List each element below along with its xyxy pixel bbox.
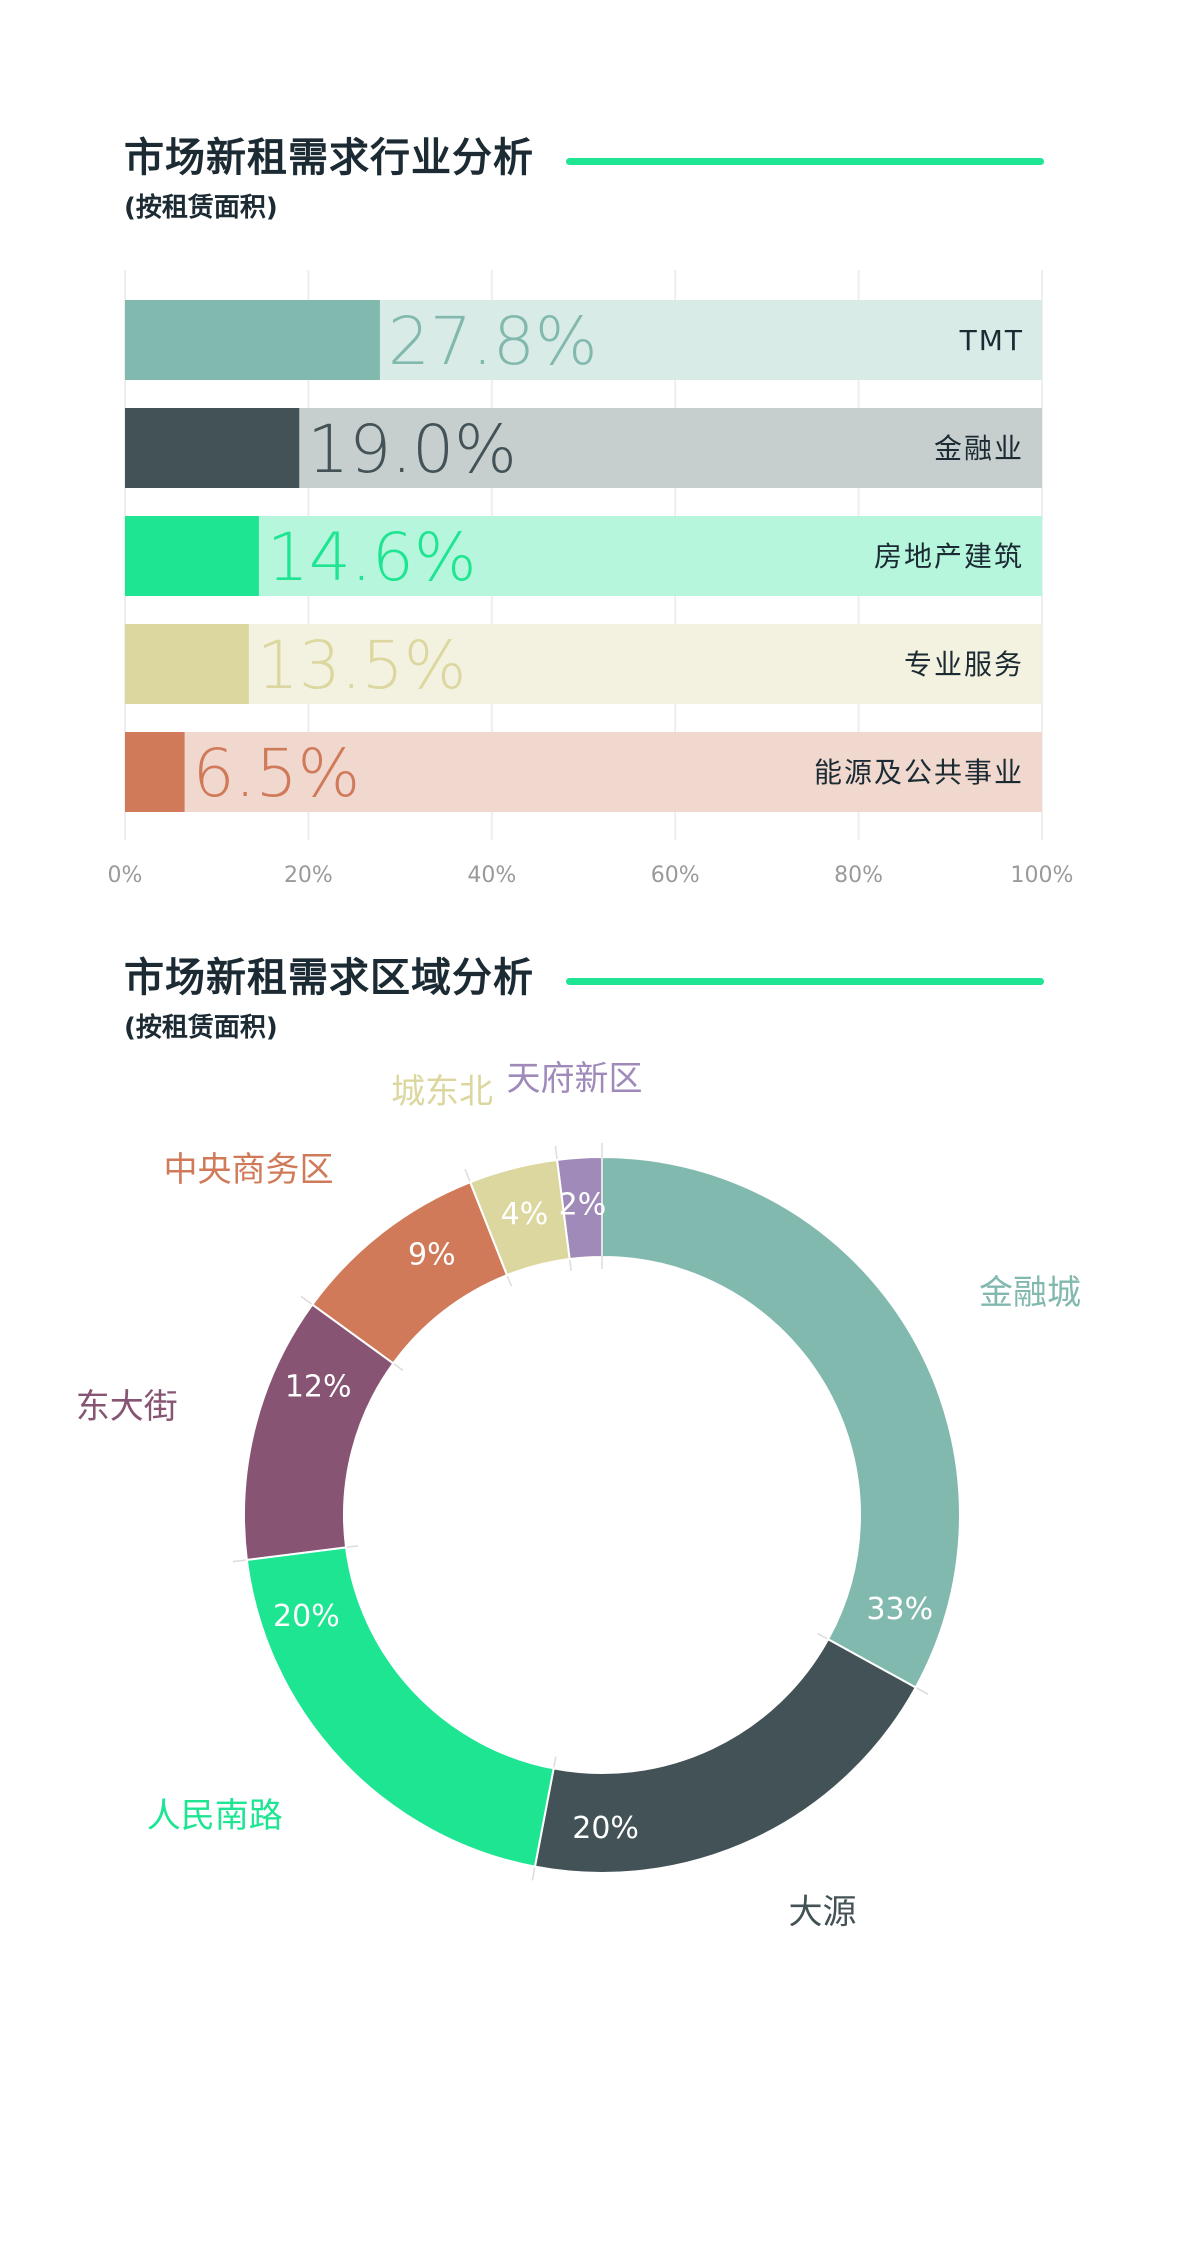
industry-chart-title: 市场新租需求行业分析 — [124, 135, 534, 181]
slice-category-label: 天府新区 — [506, 1060, 642, 1099]
bar-value-label: 19.0% — [307, 411, 517, 488]
slice-category-label: 金融城 — [979, 1273, 1081, 1313]
donut-slice — [245, 1546, 555, 1868]
bar-value-label: 6.5% — [193, 735, 361, 812]
bar — [125, 408, 300, 488]
slice-category-label: 中央商务区 — [164, 1150, 334, 1190]
x-tick-label: 40% — [467, 863, 516, 888]
x-tick-label: 80% — [834, 863, 883, 888]
x-tick-label: 100% — [1011, 863, 1074, 888]
slice-category-label: 东大街 — [76, 1387, 178, 1427]
bar-category-label: 金融业 — [934, 432, 1024, 465]
bar — [125, 624, 249, 704]
bar-value-label: 27.8% — [388, 303, 598, 380]
slice-percent-label: 12% — [285, 1369, 352, 1404]
bar-row: 6.5% 能源及公共事业 — [125, 732, 1042, 812]
bar-category-label: TMT — [959, 324, 1024, 357]
bar — [125, 732, 185, 812]
bar-category-label: 能源及公共事业 — [814, 756, 1024, 789]
region-title-rule — [566, 978, 1044, 985]
bar-row: 27.8% TMT — [125, 300, 1042, 380]
x-tick-label: 20% — [284, 863, 333, 888]
bar-category-label: 房地产建筑 — [874, 540, 1024, 573]
bar-row: 19.0% 金融业 — [125, 408, 1042, 488]
industry-bar-chart: 27.8% TMT 19.0% 金融业 14.6% 房地产建筑 13.5% 专业服务 6.5% 能… — [108, 270, 1074, 888]
slice-category-label: 人民南路 — [147, 1796, 283, 1836]
bar — [125, 300, 380, 380]
bar-row: 13.5% 专业服务 — [125, 624, 1042, 704]
slice-percent-label: 2% — [559, 1188, 607, 1223]
bar-category-label: 专业服务 — [904, 648, 1024, 681]
region-chart-title: 市场新租需求区域分析 — [124, 955, 534, 1001]
bar — [125, 516, 259, 596]
x-tick-label: 60% — [651, 863, 700, 888]
x-tick-label: 0% — [108, 863, 143, 888]
bar-value-label: 13.5% — [257, 627, 467, 704]
donut-slice — [601, 1155, 961, 1689]
bar-track — [125, 624, 1042, 704]
slice-category-label: 城东北 — [391, 1072, 493, 1112]
bar-row: 14.6% 房地产建筑 — [125, 516, 1042, 596]
industry-title-rule — [566, 158, 1044, 165]
slice-percent-label: 33% — [866, 1592, 933, 1627]
industry-chart-subtitle: (按租赁面积) — [124, 193, 278, 223]
slice-percent-label: 9% — [408, 1238, 456, 1273]
slice-percent-label: 4% — [501, 1197, 549, 1232]
slice-category-label: 大源 — [788, 1892, 856, 1932]
bar-track — [125, 516, 1042, 596]
slice-percent-label: 20% — [273, 1599, 340, 1634]
region-donut-chart: 33% 金融城 20% 大源 20% 人民南路 12% 东大街 9% 中央商务区 4% 城东北 2% 天府… — [76, 1060, 1081, 1932]
bar-track — [125, 732, 1042, 812]
slice-percent-label: 20% — [572, 1811, 639, 1846]
region-chart-subtitle: (按租赁面积) — [124, 1013, 278, 1043]
bar-value-label: 14.6% — [267, 519, 477, 596]
